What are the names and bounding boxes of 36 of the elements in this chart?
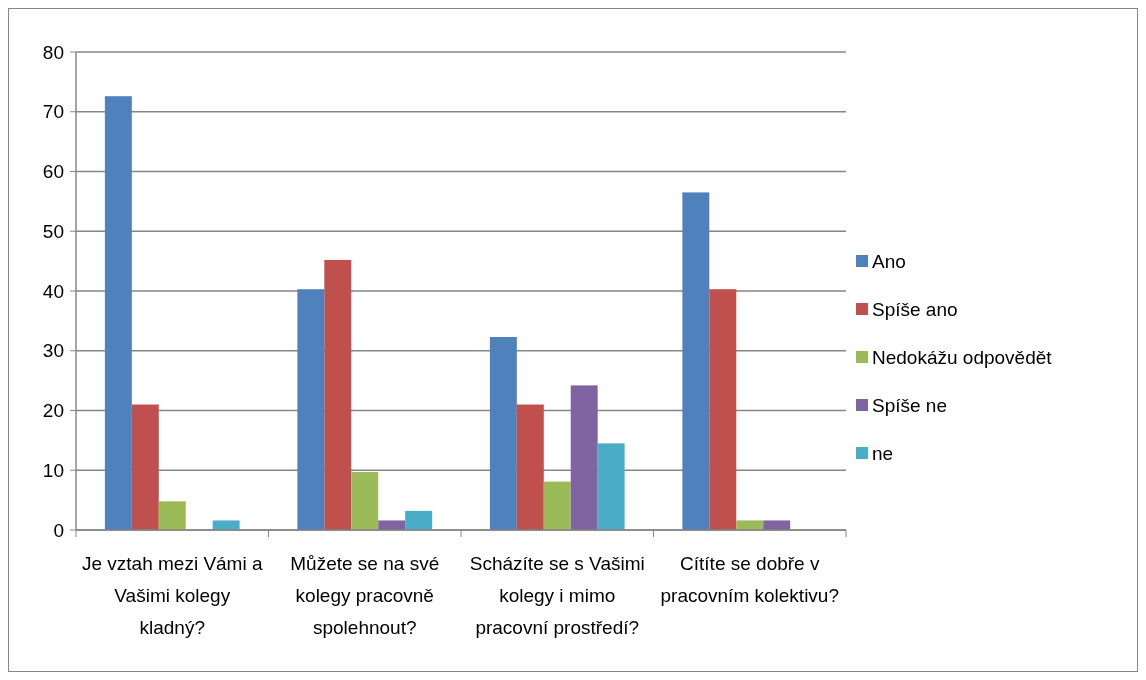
bar: [158, 501, 186, 530]
legend-label: Nedokážu odpovědět: [872, 346, 1053, 368]
legend-label: Ano: [872, 250, 906, 272]
bar: [131, 404, 159, 530]
bar: [405, 510, 433, 530]
x-tick-label: Cítíte se dobře v pracovním kolektivu?: [660, 553, 839, 606]
bar: [570, 385, 598, 530]
x-tick-label: Scházíte se s Vašimi kolegy i mimo pracovní prostředí?: [469, 553, 645, 638]
bar: [297, 289, 325, 530]
bar: [682, 192, 710, 530]
legend-label: Spíše ano: [872, 298, 958, 320]
y-tick-label: 80: [42, 41, 64, 63]
bar: [543, 481, 571, 530]
y-tick-label: 60: [42, 161, 64, 183]
bar: [212, 520, 240, 530]
bar: [489, 337, 517, 530]
legend-label: Spíše ne: [872, 394, 947, 416]
x-tick-label: Je vztah mezi Vámi a Vašimi kolegy kladný?: [81, 553, 263, 638]
y-tick-label: 10: [42, 459, 64, 481]
y-tick-label: 30: [42, 340, 64, 362]
bar: [324, 259, 352, 530]
y-tick-label: 20: [42, 400, 64, 422]
y-tick-label: 50: [42, 220, 64, 242]
bar: [709, 289, 737, 530]
bar: [736, 520, 764, 530]
legend-label: ne: [872, 442, 894, 464]
bar: [378, 520, 406, 530]
bar: [516, 404, 544, 530]
y-tick-label: 70: [42, 101, 64, 123]
bar: [597, 443, 625, 530]
bar: [104, 96, 132, 530]
y-tick-label: 40: [42, 280, 64, 302]
bar: [763, 520, 791, 530]
x-tick-label: Můžete se na své kolegy pracovně spolehnout?: [290, 553, 440, 638]
y-tick-label: 0: [53, 519, 64, 541]
bar: [351, 472, 379, 530]
